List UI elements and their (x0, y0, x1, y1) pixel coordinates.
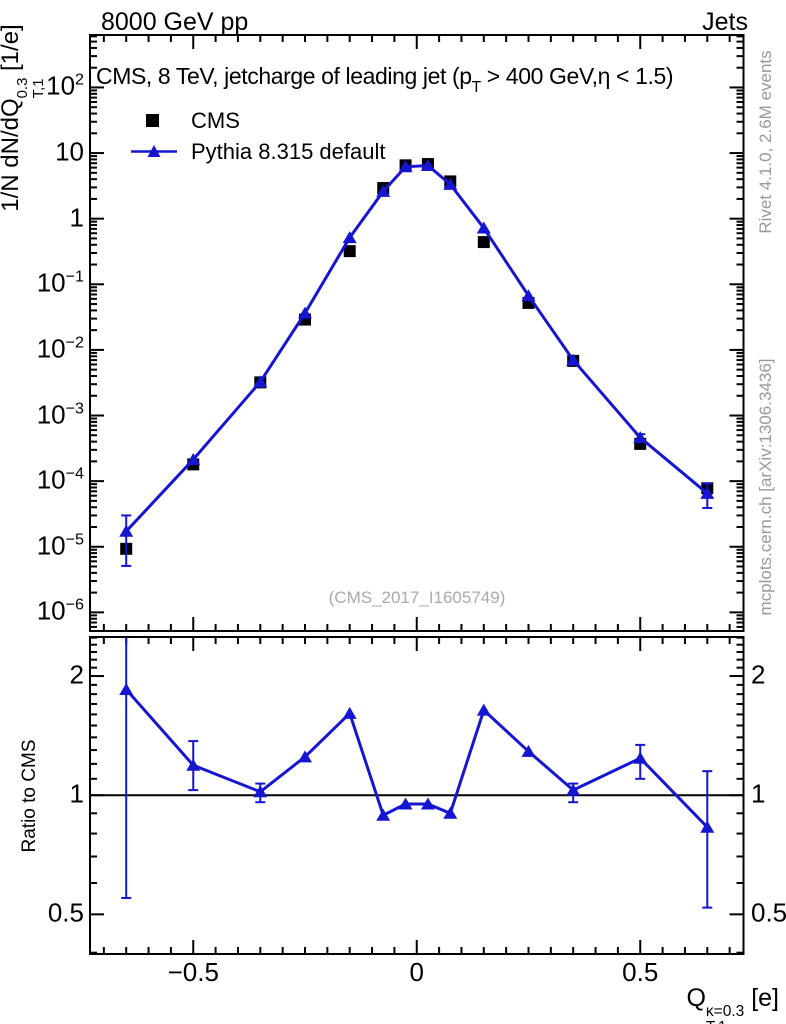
ratio-y-tick-label-left: 0.5 (47, 897, 84, 928)
pythia-data-marker (376, 184, 391, 197)
ratio-y-axis-title: Ratio to CMS (19, 739, 40, 853)
y-title-subscript: T,1 (30, 78, 47, 99)
legend-item-cms: CMS (131, 105, 385, 136)
main-y-tick-label: 10 (55, 136, 84, 167)
ratio-data-marker (521, 744, 536, 757)
legend-item-pythia: Pythia 8.315 default (131, 136, 385, 167)
main-y-tick-label: 10−6 (36, 595, 84, 626)
ratio-data-marker (443, 806, 458, 819)
x-title-subscript: T,1 (706, 1019, 727, 1024)
x-tick-label: 0 (409, 957, 424, 987)
y-title-units: [1/e] (0, 24, 24, 71)
plot-title-text: CMS, 8 TeV, jetcharge of leading jet (p (96, 63, 472, 89)
pythia-data-marker (398, 160, 413, 173)
exponent: −6 (65, 595, 84, 614)
pythia-data-marker (253, 375, 268, 388)
ratio-data-marker (700, 820, 715, 833)
cms-data-marker (343, 245, 356, 258)
main-y-tick-label: 10−3 (36, 398, 84, 429)
exponent: −5 (65, 530, 84, 549)
ratio-data-marker (186, 758, 201, 771)
beam-energy-label: 8000 GeV pp (101, 8, 249, 36)
x-title-superscript: κ=0.3 (705, 1002, 745, 1020)
cms-data-marker (477, 236, 490, 249)
legend-label-cms: CMS (191, 107, 240, 133)
pythia-data-marker (342, 231, 357, 244)
exponent: −1 (65, 267, 84, 286)
rivet-version-note: Rivet 4.1.0, 2.6M events (756, 50, 775, 234)
exponent: −4 (65, 464, 84, 483)
ratio-data-marker (633, 751, 648, 764)
process-label: Jets (702, 8, 748, 36)
legend: CMS Pythia 8.315 default (131, 105, 385, 167)
main-y-tick-label: 10−5 (36, 530, 84, 561)
ratio-y-tick-label-left: 1 (69, 778, 84, 809)
main-y-tick-label: 102 (46, 70, 84, 101)
analysis-watermark: (CMS_2017_I1605749) (328, 588, 506, 607)
x-title-base: Q (686, 984, 706, 1012)
y-title-scripts: 0.3 T,1 (15, 77, 47, 99)
ratio-y-tick-label-left: 2 (69, 659, 84, 690)
x-axis-title: Qκ=0.3T,1 [e] (686, 984, 779, 1024)
ratio-data-marker (376, 808, 391, 821)
x-title-scripts: κ=0.3T,1 (705, 1002, 745, 1024)
pythia-line-marker-icon (131, 136, 177, 167)
pythia-data-marker (476, 221, 491, 234)
pythia-data-marker (186, 452, 201, 465)
pythia-data-marker (633, 431, 648, 444)
pythia-data-marker (298, 306, 313, 319)
ratio-panel-frame (89, 636, 745, 955)
ratio-data-marker (253, 785, 268, 798)
pythia-data-marker (521, 289, 536, 302)
main-y-tick-label: 10−2 (36, 333, 84, 364)
ratio-y-tick-label-right: 2 (751, 659, 766, 690)
ratio-data-marker (566, 783, 581, 796)
main-y-tick-label: 10−1 (36, 267, 84, 298)
x-tick-label: 0.5 (622, 957, 659, 987)
exponent: −3 (65, 399, 84, 418)
y-title-superscript: 0.3 (15, 77, 31, 99)
pythia-curve (125, 163, 709, 533)
x-title-units: [e] (744, 984, 779, 1012)
pythia-data-marker (443, 177, 458, 190)
plot-title-subscript: T (471, 78, 482, 96)
ratio-data-marker (298, 750, 313, 763)
ratio-data-marker (420, 797, 435, 810)
mcplots-reference-note: mcplots.cern.ch [arXiv:1306.3436] (756, 358, 775, 616)
ratio-data-marker (398, 797, 413, 810)
main-y-axis-title: 1/N dN/dQ 0.3 T,1 [1/e] (0, 24, 47, 211)
cms-square-marker-icon (131, 105, 177, 136)
pythia-data-marker (700, 486, 715, 499)
main-y-tick-label: 10−4 (36, 464, 84, 495)
ratio-data-marker (476, 703, 491, 716)
ratio-curve (125, 688, 709, 829)
ratio-y-tick-label-right: 0.5 (751, 897, 786, 928)
pythia-data-marker (566, 353, 581, 366)
main-y-tick-label: 1 (69, 201, 84, 232)
legend-label-pythia: Pythia 8.315 default (191, 138, 386, 164)
pythia-data-marker (420, 159, 435, 172)
pythia-data-marker (119, 524, 134, 537)
plot-title-tail: > 400 GeV,η < 1.5) (480, 63, 674, 89)
x-tick-label: −0.5 (167, 957, 219, 987)
exponent: −2 (65, 333, 84, 352)
ratio-y-tick-label-right: 1 (751, 778, 766, 809)
ratio-data-marker (119, 682, 134, 695)
y-title-base: 1/N dN/dQ (0, 98, 24, 212)
main-panel-frame (89, 34, 745, 632)
ratio-data-marker (342, 706, 357, 719)
exponent: 2 (75, 71, 84, 90)
plot-title: CMS, 8 TeV, jetcharge of leading jet (pT… (96, 63, 674, 97)
